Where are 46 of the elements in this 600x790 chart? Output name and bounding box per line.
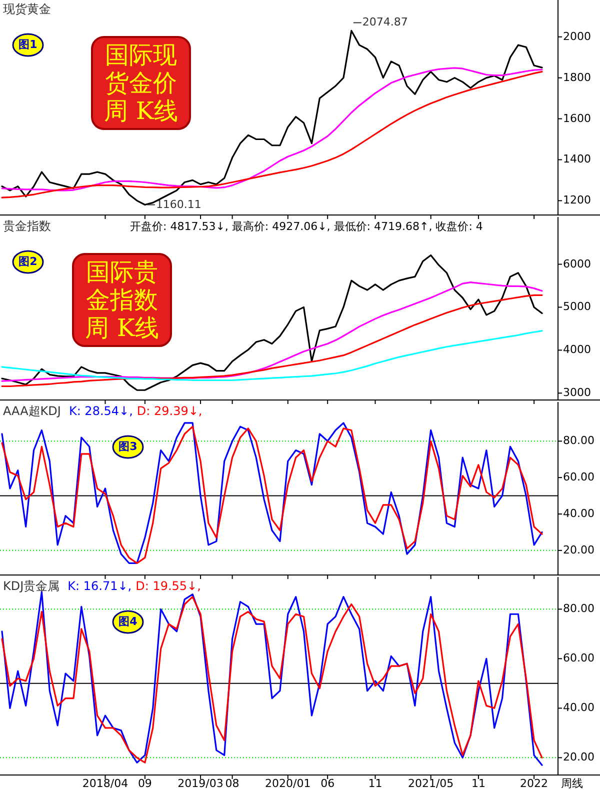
- y-tick-label: 60.00: [563, 652, 594, 665]
- y-tick-label: 2000: [563, 30, 591, 43]
- y-tick-label: 20.00: [563, 543, 594, 556]
- x-tick-label: 2021/05: [408, 777, 454, 790]
- chart-title: AAA超KDJ: [3, 404, 61, 418]
- line-series: [1, 254, 543, 391]
- x-tick-label: 11: [368, 777, 382, 790]
- chart-title: 现货黄金: [3, 2, 51, 16]
- x-tick-label: 09: [138, 777, 152, 790]
- y-tick-label: 80.00: [563, 602, 594, 616]
- y-tick-label: 4000: [563, 343, 591, 356]
- chart-title: 贵金指数: [3, 219, 51, 233]
- series-label: D: 29.39↓,: [136, 404, 202, 418]
- x-tick-label: 06: [320, 777, 335, 790]
- y-tick-label: 1800: [563, 70, 591, 84]
- y-tick-label: 1400: [563, 152, 591, 166]
- annotation: 图1: [18, 38, 38, 52]
- annotation: 国际现货金价周 K线: [104, 41, 178, 125]
- annotation: 国际贵金指数周 K线: [85, 258, 159, 342]
- y-tick-label: 6000: [563, 257, 591, 270]
- y-tick-label: 40.00: [563, 701, 594, 714]
- annotation: 2074.87: [362, 16, 408, 29]
- chart-subtitle: 开盘价: 4817.53↓, 最高价: 4927.06↓, 最低价: 4719.68↑, 收盘价: 4: [130, 220, 483, 233]
- series-label: K: 28.54↓,: [68, 404, 133, 418]
- x-tick-label: 2019/03: [178, 777, 224, 790]
- series-label: K: 16.71↓,: [68, 579, 132, 593]
- chart-title: KDJ贵金属: [3, 579, 60, 593]
- y-tick-label: 5000: [563, 300, 591, 314]
- x-tick-label: 2022: [520, 777, 548, 790]
- series-label: D: 19.55↓,: [136, 579, 201, 593]
- y-tick-label: 3000: [563, 386, 591, 400]
- annotation: 图2: [18, 255, 38, 268]
- y-tick-label: 1200: [563, 194, 591, 207]
- y-tick-label: 80.00: [563, 434, 594, 448]
- x-tick-label: 08: [225, 777, 240, 790]
- y-tick-label: 20.00: [563, 750, 594, 764]
- x-tick-label: 2020/01: [265, 777, 311, 790]
- y-tick-label: 60.00: [563, 470, 594, 484]
- x-tick-label: 11: [471, 777, 486, 790]
- annotation: 1160.11: [156, 198, 202, 211]
- y-tick-label: 40.00: [563, 506, 594, 520]
- annotation: 图4: [118, 615, 138, 628]
- y-tick-label: 1600: [563, 112, 591, 125]
- x-axis-title: 周线: [561, 777, 583, 790]
- x-tick-label: 2018/04: [82, 777, 128, 790]
- annotation: 图3: [118, 440, 138, 454]
